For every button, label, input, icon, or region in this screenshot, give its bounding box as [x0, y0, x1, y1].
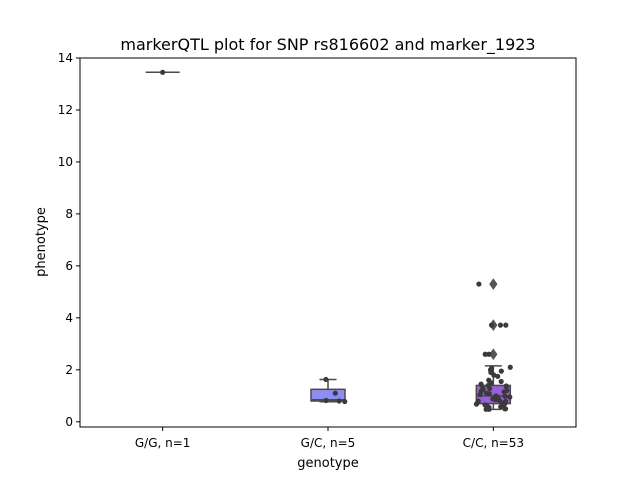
data-point [503, 322, 509, 328]
y-tick-label: 8 [65, 207, 73, 221]
y-tick-label: 6 [65, 259, 73, 273]
data-point [503, 384, 509, 390]
data-point [473, 401, 480, 407]
data-point [476, 281, 482, 287]
data-point [502, 393, 508, 399]
chart-title: markerQTL plot for SNP rs816602 and mark… [120, 35, 535, 55]
data-point [486, 351, 492, 357]
y-tick-label: 4 [65, 311, 73, 325]
y-tick-label: 0 [65, 415, 73, 429]
y-tick-label: 14 [58, 51, 73, 65]
y-axis: 0 2 4 6 8 10 12 14 [58, 51, 80, 429]
outlier-marker [489, 278, 498, 290]
data-point [487, 385, 493, 392]
data-point [342, 398, 348, 405]
data-point [488, 322, 495, 328]
x-axis-label: genotype [297, 456, 358, 471]
data-point [498, 378, 504, 385]
data-point [501, 389, 507, 395]
x-axis: G/G, n=1 G/C, n=5 C/C, n=53 [135, 427, 524, 450]
data-point [493, 397, 499, 403]
data-point [497, 322, 504, 328]
data-point [336, 398, 342, 404]
data-point [160, 69, 166, 75]
y-tick-label: 10 [58, 155, 73, 169]
data-point [482, 351, 488, 357]
data-point [507, 364, 513, 370]
data-point [495, 373, 501, 379]
x-tick-label: G/C, n=5 [301, 436, 356, 450]
x-tick-label: G/G, n=1 [135, 436, 191, 450]
data-point [323, 376, 329, 383]
data-point [498, 404, 504, 410]
x-tick-label: C/C, n=53 [463, 436, 524, 450]
data-point [486, 391, 492, 397]
data-point [502, 406, 509, 412]
data-point [323, 397, 329, 404]
y-tick-label: 12 [58, 103, 73, 117]
y-axis-label: phenotype [34, 207, 49, 277]
data-point [507, 394, 513, 400]
data-point [498, 368, 504, 374]
plot-area [145, 69, 513, 412]
data-point [483, 406, 489, 412]
data-point [477, 391, 483, 398]
data-point [332, 390, 338, 396]
y-tick-label: 2 [65, 363, 73, 377]
outlier-marker [489, 348, 498, 361]
data-point [478, 381, 484, 387]
